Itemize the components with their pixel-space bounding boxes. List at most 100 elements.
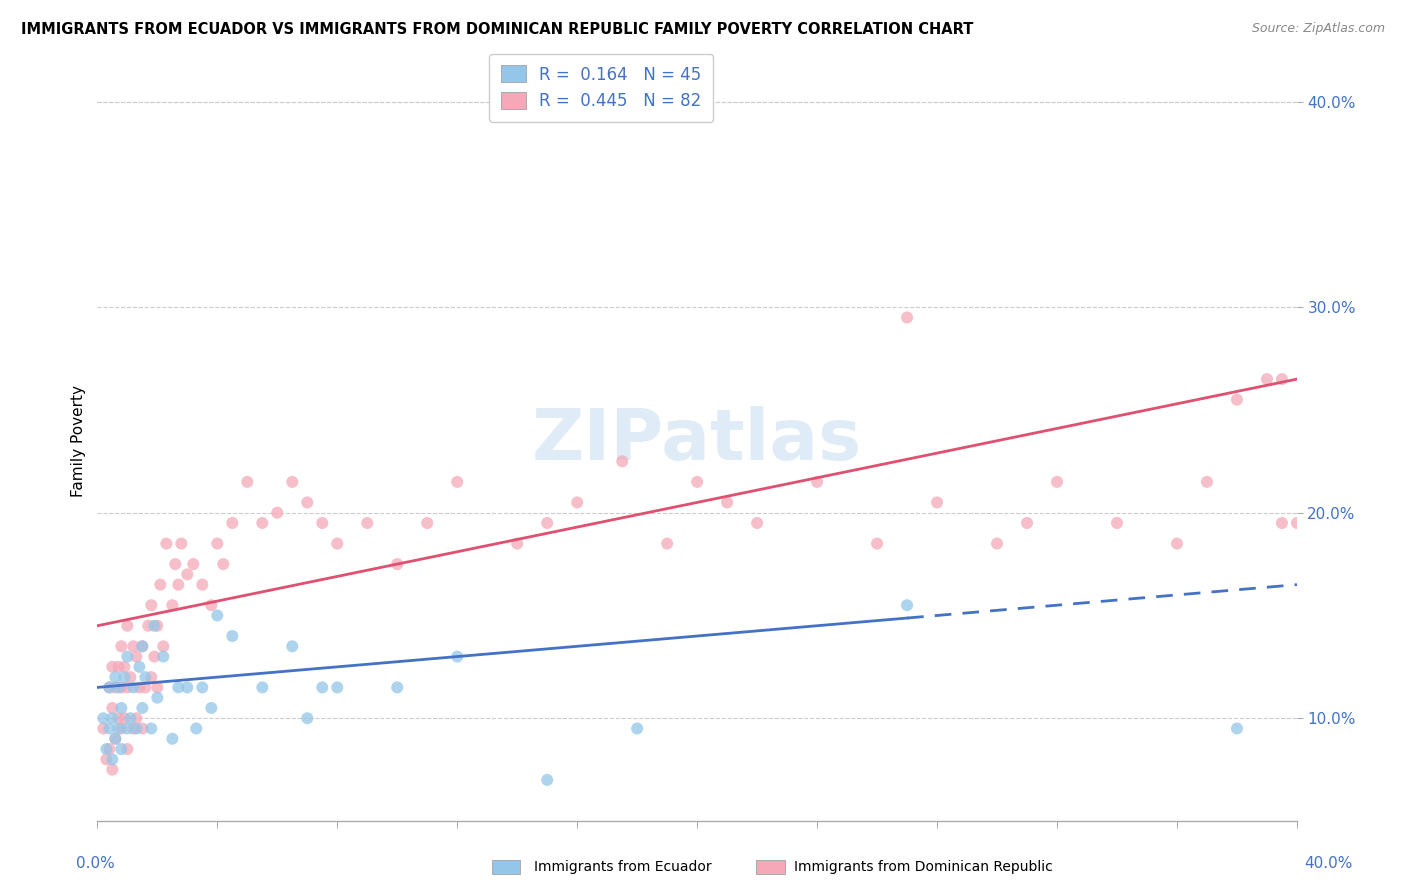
Point — [128, 660, 150, 674]
Point — [104, 681, 127, 695]
Point — [387, 681, 409, 695]
Point — [112, 660, 135, 674]
Y-axis label: Family Poverty: Family Poverty — [72, 384, 86, 497]
Point — [125, 711, 148, 725]
Point — [686, 475, 709, 489]
Point — [252, 681, 274, 695]
Point — [117, 619, 139, 633]
Point — [1226, 722, 1249, 736]
Point — [120, 670, 142, 684]
Point — [207, 536, 229, 550]
Point — [122, 640, 145, 654]
Point — [117, 722, 139, 736]
Point — [626, 722, 648, 736]
Point — [1271, 516, 1294, 530]
Point — [98, 681, 121, 695]
Point — [416, 516, 439, 530]
Point — [162, 731, 184, 746]
Point — [98, 742, 121, 756]
Point — [134, 670, 156, 684]
Point — [107, 681, 129, 695]
Point — [167, 681, 190, 695]
Point — [107, 660, 129, 674]
Point — [98, 681, 121, 695]
Point — [212, 557, 235, 571]
Point — [567, 495, 589, 509]
Point — [131, 701, 153, 715]
Point — [536, 516, 558, 530]
Point — [297, 495, 319, 509]
Point — [101, 752, 124, 766]
Point — [200, 598, 222, 612]
Point — [112, 670, 135, 684]
Point — [1015, 516, 1038, 530]
Point — [131, 722, 153, 736]
Point — [1285, 516, 1308, 530]
Point — [1046, 475, 1069, 489]
Point — [446, 475, 468, 489]
Point — [112, 711, 135, 725]
Point — [96, 752, 118, 766]
Point — [146, 619, 169, 633]
Point — [536, 772, 558, 787]
Point — [110, 681, 132, 695]
Point — [146, 690, 169, 705]
Point — [110, 701, 132, 715]
Point — [125, 649, 148, 664]
Point — [207, 608, 229, 623]
Text: IMMIGRANTS FROM ECUADOR VS IMMIGRANTS FROM DOMINICAN REPUBLIC FAMILY POVERTY COR: IMMIGRANTS FROM ECUADOR VS IMMIGRANTS FR… — [21, 22, 973, 37]
Point — [93, 711, 115, 725]
Point — [1226, 392, 1249, 407]
Point — [146, 681, 169, 695]
Point — [176, 681, 198, 695]
Point — [896, 598, 918, 612]
Point — [93, 722, 115, 736]
Point — [281, 640, 304, 654]
Point — [131, 640, 153, 654]
Point — [143, 619, 166, 633]
Point — [181, 557, 204, 571]
Point — [141, 670, 163, 684]
Point — [297, 711, 319, 725]
Text: Immigrants from Dominican Republic: Immigrants from Dominican Republic — [794, 860, 1053, 874]
Point — [1166, 536, 1188, 550]
Point — [125, 722, 148, 736]
Point — [221, 516, 243, 530]
Point — [117, 742, 139, 756]
Point — [101, 711, 124, 725]
Point — [107, 711, 129, 725]
Point — [506, 536, 529, 550]
Point — [716, 495, 738, 509]
Point — [128, 681, 150, 695]
Point — [122, 722, 145, 736]
Point — [117, 649, 139, 664]
Point — [612, 454, 634, 468]
Point — [311, 681, 333, 695]
Point — [98, 722, 121, 736]
Point — [96, 742, 118, 756]
Point — [266, 506, 288, 520]
Point — [141, 598, 163, 612]
Point — [191, 577, 214, 591]
Text: ZIPatlas: ZIPatlas — [531, 406, 862, 475]
Point — [165, 557, 187, 571]
Point — [120, 711, 142, 725]
Point — [176, 567, 198, 582]
Legend: R =  0.164   N = 45, R =  0.445   N = 82: R = 0.164 N = 45, R = 0.445 N = 82 — [489, 54, 713, 121]
Point — [152, 640, 174, 654]
Point — [186, 722, 208, 736]
Point — [104, 670, 127, 684]
Point — [101, 763, 124, 777]
Point — [117, 681, 139, 695]
Text: Immigrants from Ecuador: Immigrants from Ecuador — [534, 860, 711, 874]
Point — [986, 536, 1008, 550]
Point — [1105, 516, 1128, 530]
Point — [1256, 372, 1278, 386]
Text: Source: ZipAtlas.com: Source: ZipAtlas.com — [1251, 22, 1385, 36]
Point — [122, 681, 145, 695]
Point — [896, 310, 918, 325]
Point — [107, 722, 129, 736]
Point — [221, 629, 243, 643]
Point — [1271, 372, 1294, 386]
Text: 40.0%: 40.0% — [1305, 856, 1353, 871]
